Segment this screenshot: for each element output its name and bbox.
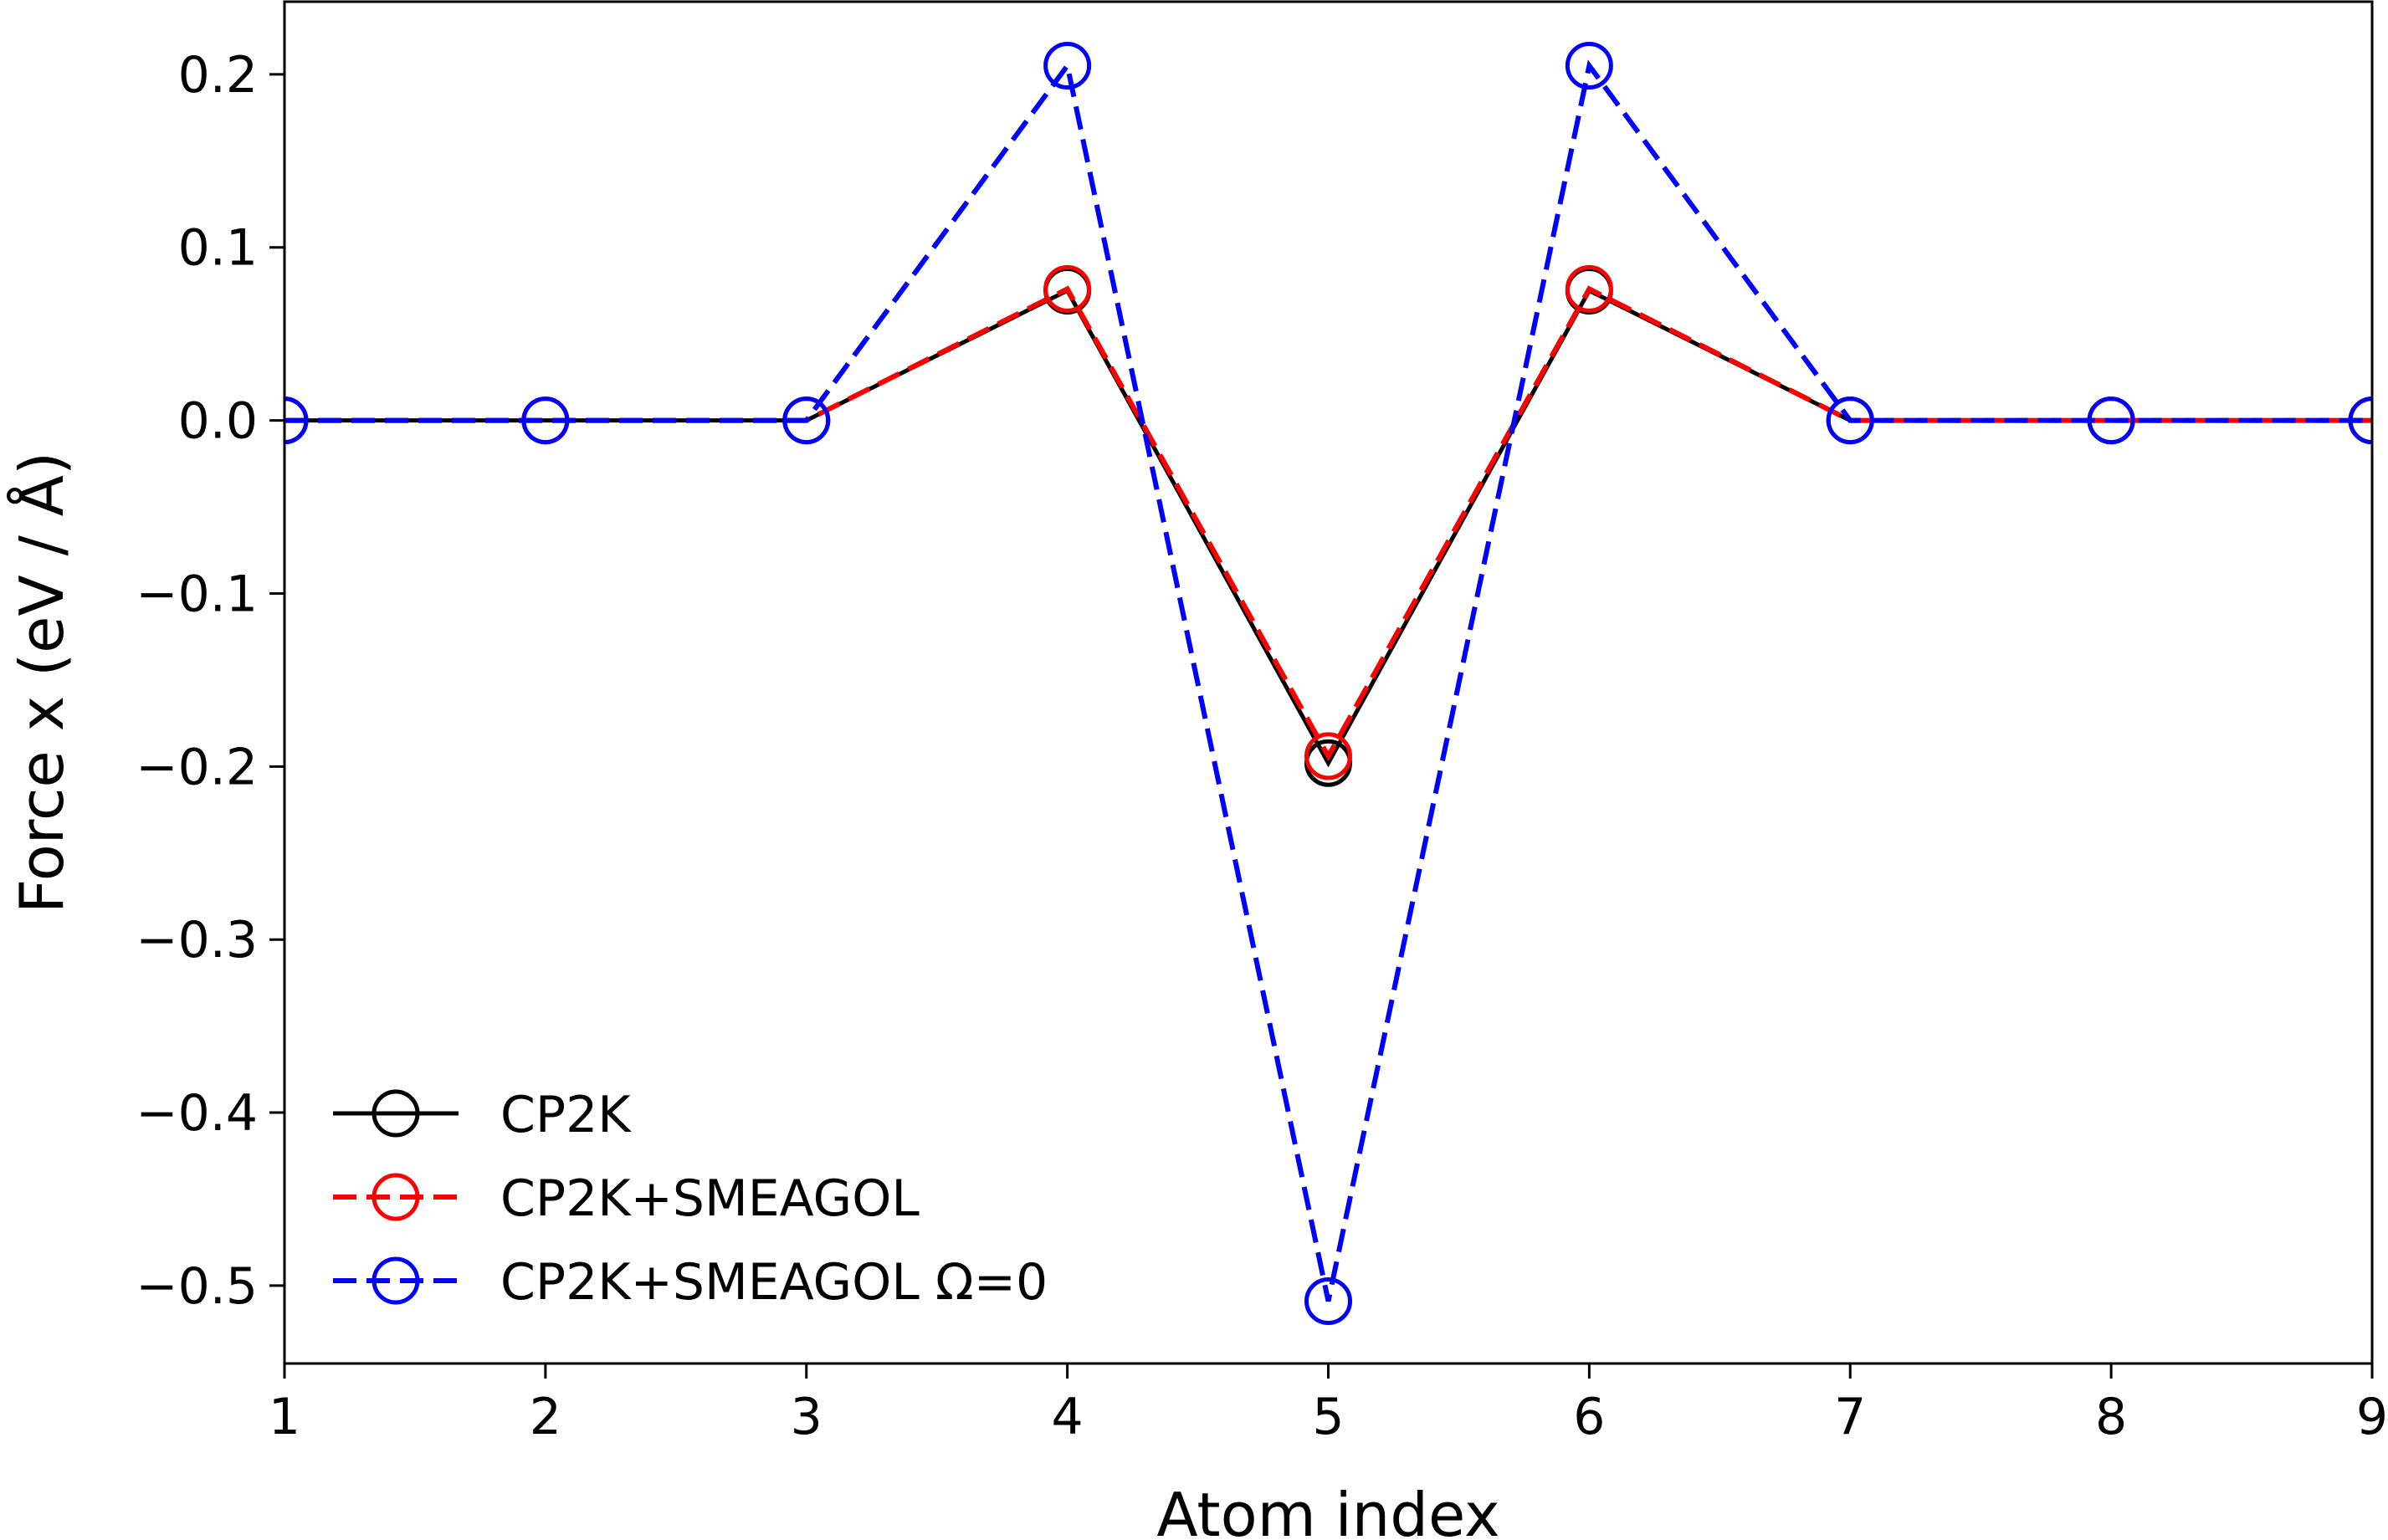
x-tick-label: 2 <box>530 1388 561 1446</box>
legend-marker <box>372 1089 420 1138</box>
x-axis: 1 2 3 4 5 6 7 8 9 <box>269 1363 2388 1446</box>
data-point <box>1565 264 1613 313</box>
x-tick-label: 8 <box>2095 1388 2127 1446</box>
legend-marker <box>372 1256 420 1305</box>
y-axis: 0.2 0.1 0.0 −0.1 −0.2 −0.3 −0.4 −0.5 <box>136 46 284 1316</box>
data-point <box>1304 732 1352 780</box>
data-point <box>1043 264 1092 313</box>
x-axis-title: Atom index <box>1156 1480 1499 1540</box>
data-point <box>1826 397 1874 445</box>
legend: CP2K CP2K+SMEAGOL CP2K+SMEAGOL Ω=0 <box>333 1086 1048 1312</box>
legend-label: CP2K+SMEAGOL Ω=0 <box>500 1253 1048 1312</box>
legend-label: CP2K <box>500 1086 632 1144</box>
data-point <box>1043 42 1092 90</box>
data-point <box>2087 397 2135 445</box>
axes-frame <box>283 0 2374 1365</box>
legend-entry: CP2K <box>333 1086 632 1144</box>
y-tick-label: −0.1 <box>136 565 258 623</box>
y-tick-label: −0.2 <box>136 738 258 796</box>
y-tick-label: −0.5 <box>136 1257 258 1316</box>
x-tick-label: 5 <box>1312 1388 1344 1446</box>
legend-marker <box>372 1173 420 1221</box>
series-2 <box>284 42 2372 1326</box>
data-point <box>2348 397 2372 445</box>
data-point <box>782 397 831 445</box>
series-line <box>284 59 2372 1302</box>
y-tick-label: −0.4 <box>136 1084 258 1143</box>
legend-entry: CP2K+SMEAGOL <box>333 1169 920 1228</box>
x-tick-label: 4 <box>1052 1388 1084 1446</box>
y-tick-label: 0.1 <box>178 219 258 278</box>
legend-label: CP2K+SMEAGOL <box>500 1169 920 1228</box>
x-tick-label: 9 <box>2356 1388 2388 1446</box>
x-tick-label: 1 <box>269 1388 300 1446</box>
data-point <box>1565 42 1613 90</box>
data-point <box>284 397 309 445</box>
legend-entry: CP2K+SMEAGOL Ω=0 <box>333 1253 1048 1312</box>
y-axis-title: Force x (eV / Å) <box>7 452 77 913</box>
data-point <box>1304 1277 1352 1326</box>
y-tick-label: −0.3 <box>136 911 258 970</box>
x-tick-label: 6 <box>1573 1388 1605 1446</box>
plot-area <box>284 42 2372 1326</box>
x-tick-label: 3 <box>791 1388 822 1446</box>
y-tick-label: 0.2 <box>178 46 258 105</box>
y-tick-label: 0.0 <box>178 392 258 451</box>
data-point <box>521 397 570 445</box>
x-tick-label: 7 <box>1834 1388 1866 1446</box>
